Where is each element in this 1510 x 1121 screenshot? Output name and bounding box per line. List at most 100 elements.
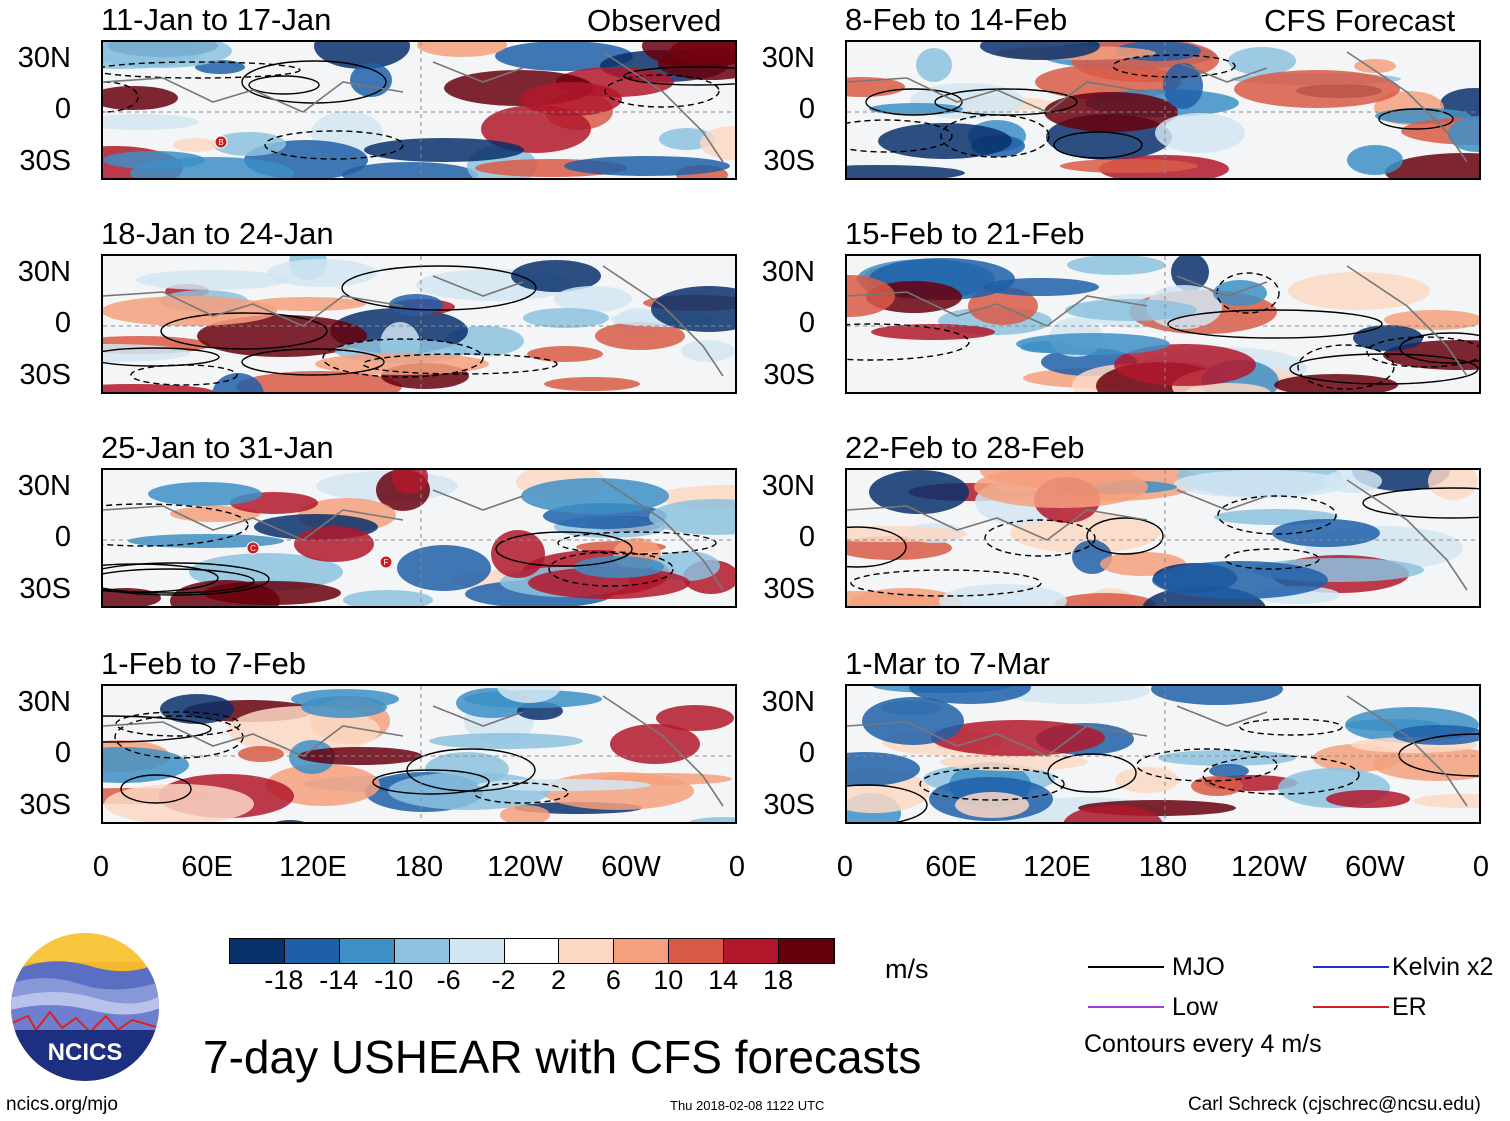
x-tick-label: 60W: [1345, 851, 1405, 883]
contour-line: [548, 551, 674, 587]
anomaly-region: [128, 534, 284, 548]
anomaly-region: [103, 86, 178, 110]
coastline: [847, 265, 1468, 377]
contour-line: [103, 81, 139, 113]
y-tick-label: 30N: [761, 256, 815, 288]
anomaly-region: [1158, 750, 1296, 766]
anomaly-region: [1326, 790, 1410, 808]
contour-line: [473, 782, 569, 804]
contour-line: [372, 769, 490, 795]
shear-map: [845, 40, 1481, 180]
y-tick-label: 30S: [19, 359, 71, 391]
anomaly-region: [574, 556, 664, 578]
x-tick-label: 120E: [1023, 851, 1091, 883]
contour-line: [1216, 272, 1280, 314]
forecast-label: CFS Forecast: [1264, 3, 1456, 38]
contour-line: [1112, 54, 1236, 78]
anomaly-region: [523, 308, 609, 328]
coastline: [103, 479, 724, 591]
contour-line: [130, 364, 238, 386]
y-tick-label: 30N: [761, 42, 815, 74]
shear-field: [847, 470, 1479, 606]
x-tick-label: 120W: [487, 851, 563, 883]
y-tick-label: 30S: [763, 573, 815, 605]
contour-line: [847, 526, 907, 568]
x-tick-label: 180: [1138, 851, 1188, 883]
x-tick-label: 60E: [181, 851, 233, 883]
contour-line: [322, 338, 484, 378]
legend-label-low: Low: [1172, 993, 1218, 1021]
anomaly-region: [1010, 513, 1160, 553]
anomaly-region: [847, 77, 905, 97]
contour-line: [847, 323, 970, 361]
anomaly-region: [1209, 764, 1249, 778]
shear-map: [845, 468, 1481, 608]
anomaly-region: [1155, 113, 1245, 153]
colorbar-tick-label: -6: [436, 965, 461, 995]
colorbar-tick-label: -18: [264, 965, 304, 995]
storm-label: F: [384, 558, 389, 567]
anomaly-region: [148, 482, 262, 506]
contour-line: [604, 74, 720, 108]
contour-line: [103, 562, 270, 596]
coastline: [847, 51, 1468, 163]
contour-line: [362, 353, 558, 375]
chart-title: 7-day USHEAR with CFS forecasts: [203, 1031, 922, 1083]
storm-marker: C: [246, 541, 260, 555]
contour-line: [1047, 753, 1137, 793]
x-tick-label: 180: [394, 851, 444, 883]
y-tick-label: 0: [798, 521, 815, 553]
colorbar-tick-label: 10: [653, 965, 684, 995]
contour-line: [847, 784, 928, 822]
anomaly-region: [497, 686, 561, 703]
contour-line: [557, 531, 717, 555]
anomaly-region: [1385, 153, 1479, 178]
y-tick-label: 30N: [17, 686, 71, 718]
contour-line: [1289, 353, 1479, 385]
colorbar-tick-label: -2: [491, 965, 516, 995]
anomaly-region: [1055, 593, 1155, 606]
anomaly-region: [228, 706, 380, 754]
colorbar-swatch: [724, 939, 780, 963]
shear-field: CF: [103, 470, 735, 606]
contour-line: [1086, 517, 1164, 555]
anomaly-region: [103, 296, 277, 326]
colorbar-tick-label: -10: [374, 965, 414, 995]
anomaly-region: [1347, 145, 1403, 175]
anomaly-region: [980, 42, 1100, 60]
legend-label-kelvin: Kelvin x2: [1392, 953, 1494, 981]
colorbar-tick-label: 14: [708, 965, 739, 995]
anomaly-region: [477, 779, 651, 791]
coastline: [103, 695, 724, 807]
contour-line: [241, 348, 385, 376]
anomaly-region: [564, 156, 730, 176]
anomaly-region: [103, 114, 199, 130]
colorbar-swatch: [449, 939, 505, 963]
colorbar-swatch: [559, 939, 615, 963]
contour-line: [264, 130, 404, 160]
anomaly-region: [521, 478, 669, 514]
anomaly-region: [1060, 159, 1198, 173]
anomaly-region: [909, 686, 1031, 704]
colorbar-swatch: [669, 939, 725, 963]
anomaly-region: [315, 353, 489, 375]
colorbar-swatch: [614, 939, 670, 963]
anomaly-region: [491, 530, 545, 578]
x-tick-label: 0: [92, 851, 110, 883]
shear-field: [847, 42, 1479, 178]
anomaly-region: [939, 584, 1067, 606]
contour-line: [103, 568, 255, 594]
y-tick-label: 30S: [19, 145, 71, 177]
anomaly-region: [688, 817, 735, 822]
anomaly-region: [267, 259, 377, 287]
contour-line: [341, 265, 537, 311]
contour-line: [1398, 733, 1479, 777]
footer-author: Carl Schreck (cjschrec@ncsu.edu): [1188, 1094, 1481, 1115]
observed-label: Observed: [587, 3, 722, 38]
anomaly-region: [1428, 470, 1478, 500]
anomaly-region: [1354, 59, 1396, 73]
ncics-logo-text: NCICS: [48, 1039, 123, 1066]
footer-url[interactable]: ncics.org/mjo: [6, 1094, 118, 1115]
contour-line: [495, 531, 633, 567]
coastline: [103, 51, 724, 163]
